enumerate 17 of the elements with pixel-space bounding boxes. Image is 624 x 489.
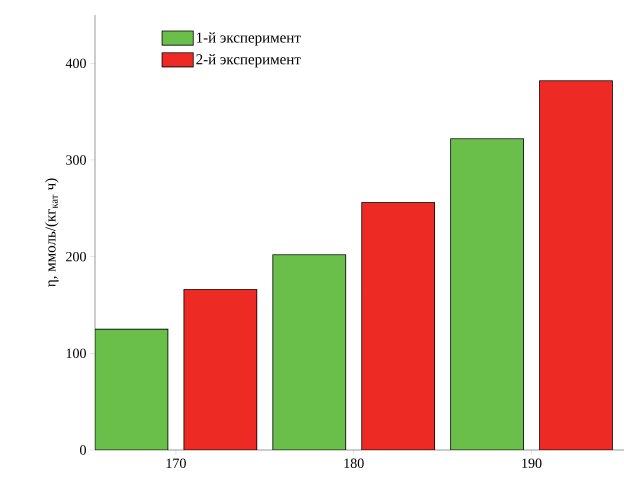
x-tick-label: 190: [522, 458, 542, 468]
bar: [539, 80, 613, 450]
legend-label: 1-й эксперимент: [196, 32, 301, 46]
bar: [272, 254, 346, 450]
bar: [450, 138, 524, 450]
x-tick-label: 170: [166, 458, 186, 468]
y-tick-label: 300: [66, 155, 86, 165]
legend-label: 2-й эксперимент: [196, 54, 301, 68]
y-axis-title: η, ммоль/(кг$_{кат}$ ч): [45, 178, 59, 287]
y-tick-label: 400: [66, 58, 86, 68]
bar: [184, 289, 258, 450]
y-tick-label: 200: [66, 252, 86, 262]
y-tick-label: 100: [66, 348, 86, 358]
y-tick-label: 0: [80, 445, 86, 455]
bar: [95, 328, 168, 450]
bar: [361, 202, 436, 450]
x-tick-label: 180: [344, 458, 364, 468]
